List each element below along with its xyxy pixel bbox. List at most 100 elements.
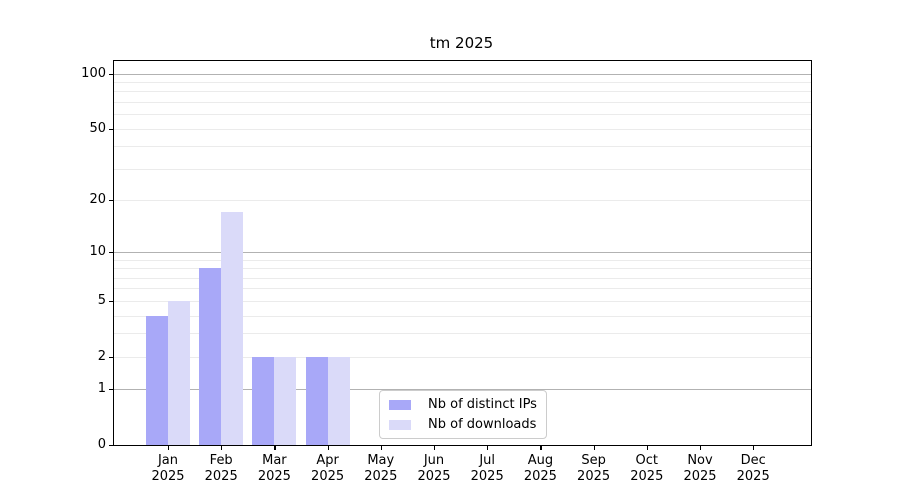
bar-downloads	[327, 356, 350, 445]
x-tick-year: 2025	[204, 469, 238, 484]
y-tick-mark	[109, 252, 114, 254]
bar-distinct-ips	[146, 315, 168, 445]
x-tick-mark	[380, 445, 382, 450]
minor-gridline	[114, 168, 811, 170]
x-tick-year: 2025	[630, 469, 664, 484]
minor-gridline	[114, 81, 811, 83]
x-tick-year: 2025	[470, 469, 504, 484]
legend-label: Nb of distinct IPs	[428, 397, 537, 412]
minor-gridline	[114, 288, 811, 290]
minor-gridline	[114, 268, 811, 270]
x-tick-mark	[646, 445, 648, 450]
minor-gridline	[114, 199, 811, 201]
x-tick-year: 2025	[364, 469, 398, 484]
y-tick-label: 10	[89, 244, 106, 259]
major-gridline	[114, 73, 811, 75]
x-tick-year: 2025	[417, 469, 451, 484]
x-tick-month: May	[367, 453, 395, 468]
x-tick-mark	[487, 445, 489, 450]
y-tick-label: 50	[89, 120, 106, 136]
x-tick-mark	[168, 445, 170, 450]
x-tick-label: Apr 2025	[296, 453, 360, 485]
x-tick-label: Aug 2025	[508, 453, 572, 485]
minor-gridline	[114, 315, 811, 317]
x-tick-month: Mar	[262, 453, 287, 468]
x-tick-month: Jul	[479, 453, 496, 468]
y-tick-label: 20	[89, 191, 106, 207]
x-tick-mark	[593, 445, 595, 450]
minor-gridline	[114, 128, 811, 130]
y-tick-label: 5	[97, 292, 106, 308]
bar-downloads	[168, 300, 190, 445]
bar-distinct-ips	[305, 356, 328, 445]
x-tick-month: Aug	[527, 453, 554, 468]
x-tick-year: 2025	[257, 469, 291, 484]
legend-swatch	[389, 399, 411, 410]
x-tick-label: Nov 2025	[668, 453, 732, 485]
legend-item: Nb of distinct IPs	[389, 397, 537, 412]
x-tick-month: Nov	[687, 453, 713, 468]
chart-title: tm 2025	[429, 34, 494, 52]
x-tick-mark	[753, 445, 755, 450]
minor-gridline	[114, 356, 811, 358]
bar-downloads	[221, 212, 244, 445]
y-tick-mark	[109, 300, 114, 302]
y-tick-mark	[109, 199, 114, 202]
x-tick-year: 2025	[151, 469, 185, 484]
x-tick-month: Oct	[635, 453, 659, 468]
x-tick-label: Jul 2025	[455, 453, 519, 485]
bar-distinct-ips	[199, 268, 222, 445]
x-tick-label: Jan 2025	[136, 453, 200, 485]
y-tick-label: 0	[97, 437, 106, 452]
legend-item: Nb of downloads	[389, 417, 537, 432]
minor-gridline	[114, 114, 811, 116]
x-tick-year: 2025	[736, 469, 770, 484]
x-tick-year: 2025	[577, 469, 611, 484]
x-tick-label: Dec 2025	[721, 453, 785, 485]
minor-gridline	[114, 277, 811, 279]
major-gridline	[114, 389, 811, 391]
legend-swatch	[389, 419, 411, 430]
x-tick-label: Feb 2025	[189, 453, 253, 485]
x-tick-mark	[274, 445, 276, 450]
x-tick-month: Feb	[209, 453, 233, 468]
y-tick-mark	[109, 445, 114, 447]
bar-distinct-ips	[252, 356, 275, 445]
bar-downloads	[274, 356, 297, 445]
major-gridline	[114, 252, 811, 253]
minor-gridline	[114, 146, 811, 148]
plot-area: 0 1 2 5 10 20 50 100 Jan 2025 Feb 2025 Mar 2025 Apr 202…	[81, 60, 812, 484]
minor-gridline	[114, 333, 811, 335]
y-tick-mark	[109, 128, 114, 130]
minor-gridline	[114, 259, 811, 261]
x-tick-month: Dec	[740, 453, 766, 468]
x-tick-label: Oct 2025	[615, 453, 679, 485]
x-tick-year: 2025	[523, 469, 557, 484]
x-tick-label: May 2025	[349, 453, 413, 485]
y-tick-mark	[109, 389, 114, 391]
minor-gridline	[114, 101, 811, 103]
x-tick-label: Mar 2025	[242, 453, 306, 485]
minor-gridline	[114, 91, 811, 93]
y-tick-label: 2	[97, 348, 106, 364]
x-tick-mark	[327, 445, 329, 450]
x-tick-mark	[700, 445, 702, 450]
x-tick-month: Jan	[157, 453, 179, 468]
y-tick-label: 100	[81, 65, 106, 81]
x-tick-month: Apr	[316, 453, 339, 468]
x-tick-label: Sep 2025	[562, 453, 626, 485]
y-tick-label: 1	[97, 381, 106, 397]
legend-label: Nb of downloads	[428, 417, 537, 432]
x-tick-month: Sep	[581, 453, 606, 468]
x-tick-mark	[434, 445, 436, 450]
x-tick-year: 2025	[311, 469, 345, 484]
x-tick-year: 2025	[683, 469, 717, 484]
x-tick-label: Jun 2025	[402, 453, 466, 485]
y-tick-mark	[109, 73, 114, 75]
y-tick-mark	[109, 356, 114, 358]
x-tick-mark	[221, 445, 223, 450]
x-tick-month: Jun	[423, 453, 445, 468]
minor-gridline	[114, 300, 811, 302]
x-tick-mark	[540, 445, 542, 450]
